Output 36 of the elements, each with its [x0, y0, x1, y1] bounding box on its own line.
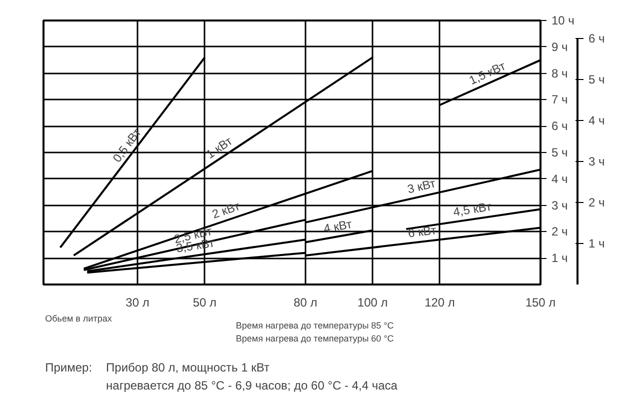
text: 1,5 кВт — [466, 58, 508, 88]
y-tick-label: 2 ч — [552, 224, 568, 239]
text: 1 кВт — [204, 134, 236, 162]
x-tick-label: 30 л — [126, 296, 150, 310]
text: Время нагрева до температуры 60 °C — [236, 334, 394, 344]
y-tick-label: 7 ч — [552, 92, 568, 107]
y-tick-label: 3 ч — [552, 198, 568, 212]
x-tick-label: 150 л — [525, 296, 556, 310]
y-tick-label: 8 ч — [552, 66, 568, 80]
text: 4 кВт — [322, 216, 354, 236]
text: Пример: — [45, 360, 92, 374]
y-tick-label: 6 ч — [552, 119, 568, 134]
y-tick-label: 4 ч — [552, 172, 568, 186]
x-tick-label: 80 л — [294, 296, 318, 310]
y2-tick-label: 6 ч — [588, 32, 605, 46]
y-tick-label: 9 ч — [552, 40, 568, 54]
text: Прибор 80 л, мощность 1 кВт — [106, 360, 270, 374]
y2-tick-label: 4 ч — [588, 114, 605, 128]
text: 4,5 кВт — [452, 199, 493, 220]
y2-tick-label: 3 ч — [588, 154, 605, 169]
text: 2 кВт — [210, 198, 242, 222]
y2-tick-label: 5 ч — [588, 72, 605, 87]
x-tick-label: 100 л — [357, 296, 388, 310]
x-tick-label: 120 л — [424, 296, 455, 310]
x-axis-title: Обьем в литрах — [45, 314, 112, 324]
y2-tick-label: 1 ч — [588, 236, 605, 251]
y-tick-label: 5 ч — [552, 146, 568, 160]
text: 3 кВт — [406, 176, 438, 196]
text: нагревается до 85 °C - 6,9 часов; до 60 °C - 4,4 часа — [106, 378, 398, 392]
y2-tick-label: 2 ч — [588, 196, 605, 210]
y-tick-label: 10 ч — [552, 14, 574, 28]
y-tick-label: 1 ч — [552, 251, 568, 266]
text: 0,5 кВт — [110, 125, 144, 165]
x-tick-label: 50 л — [192, 296, 217, 310]
text: 6 кВт — [407, 222, 438, 240]
text: Время нагрева до температуры 85 °C — [236, 320, 394, 330]
